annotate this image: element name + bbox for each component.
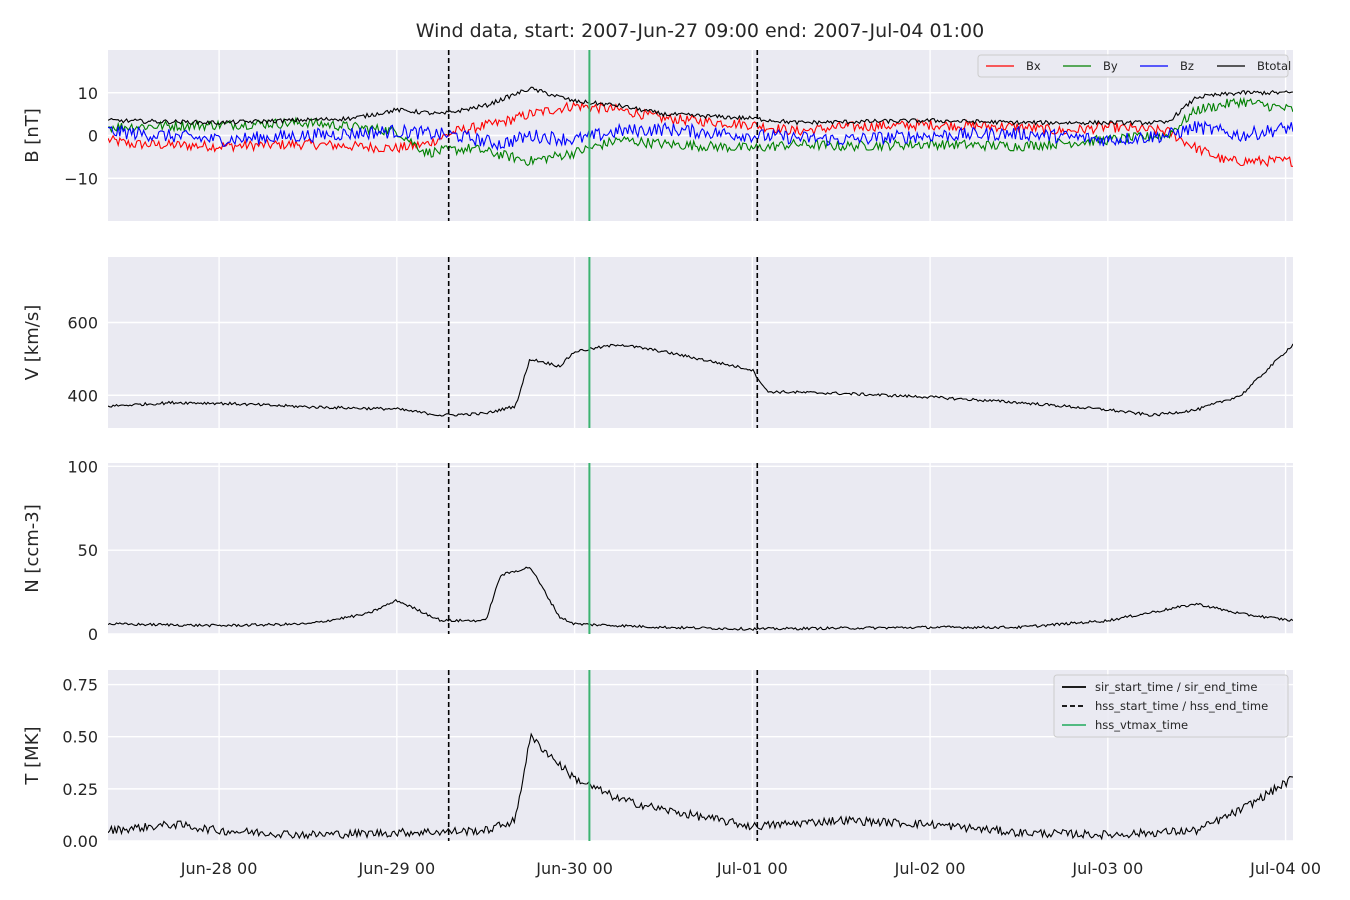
x-tick-label: Jul-03 00 [1071,859,1143,878]
panel-3: 100 50 0 N [ccm-3] [22,457,1293,644]
legend-label: sir_start_time / sir_end_time [1095,680,1257,694]
series-line [108,566,1293,632]
y-tick-label: −10 [64,169,98,188]
x-tick-label: Jun-30 00 [535,859,613,878]
panel-1: 10 0 −10 B [nT] Bx By Bz Btotal [22,50,1293,221]
legend-label: By [1103,59,1118,73]
x-tick-label: Jul-02 00 [894,859,966,878]
y-tick-label: 0 [88,625,98,644]
panel-2: 600 400 V [km/s] [22,257,1293,428]
series-line-bx [108,101,1293,168]
x-tick-label: Jul-01 00 [716,859,788,878]
panel-4: 0.75 0.50 0.25 0.00 T [MK] sir_start_time / s… [22,670,1293,851]
y-tick-label: 50 [78,541,98,560]
y-tick-label: 600 [67,313,98,332]
x-tick-label: Jun-29 00 [358,859,436,878]
y-tick-label: 100 [67,457,98,476]
y-axis-label: V [km/s] [22,305,43,380]
legend-box [1053,674,1289,738]
y-tick-label: 0.00 [62,832,98,851]
series-group [108,732,1293,841]
series-line [108,343,1293,417]
y-tick-label: 0.50 [62,728,98,747]
y-tick-label: 0 [88,127,98,146]
legend-label: hss_vtmax_time [1095,718,1188,732]
y-tick-label: 0.75 [62,676,98,695]
y-tick-label: 400 [67,386,98,405]
x-tick-label: Jul-04 00 [1249,859,1321,878]
series-line-by [108,96,1293,167]
series-group [108,343,1293,417]
series-line-btotal [108,86,1293,126]
y-axis-label: T [MK] [22,726,43,785]
legend-label: hss_start_time / hss_end_time [1095,699,1268,713]
legend-label: Bz [1180,59,1194,73]
panel-background [108,257,1293,428]
x-tick-labels: Jun-28 00 Jun-29 00 Jun-30 00 Jul-01 00 Jul-… [180,859,1321,878]
y-tick-label: 0.25 [62,780,98,799]
legend-label: Bx [1026,59,1041,73]
y-axis-label: B [nT] [22,108,43,163]
series-group [108,86,1293,168]
legend-box [977,54,1289,78]
chart-title: Wind data, start: 2007-Jun-27 09:00 end:… [416,20,984,42]
legend-label: Btotal [1257,59,1291,73]
series-line-bz [108,120,1293,152]
y-axis-label: N [ccm-3] [22,504,43,593]
series-line [108,732,1293,841]
y-tick-label: 10 [78,84,98,103]
x-tick-label: Jun-28 00 [180,859,258,878]
panel-background [108,463,1293,634]
series-group [108,566,1293,632]
